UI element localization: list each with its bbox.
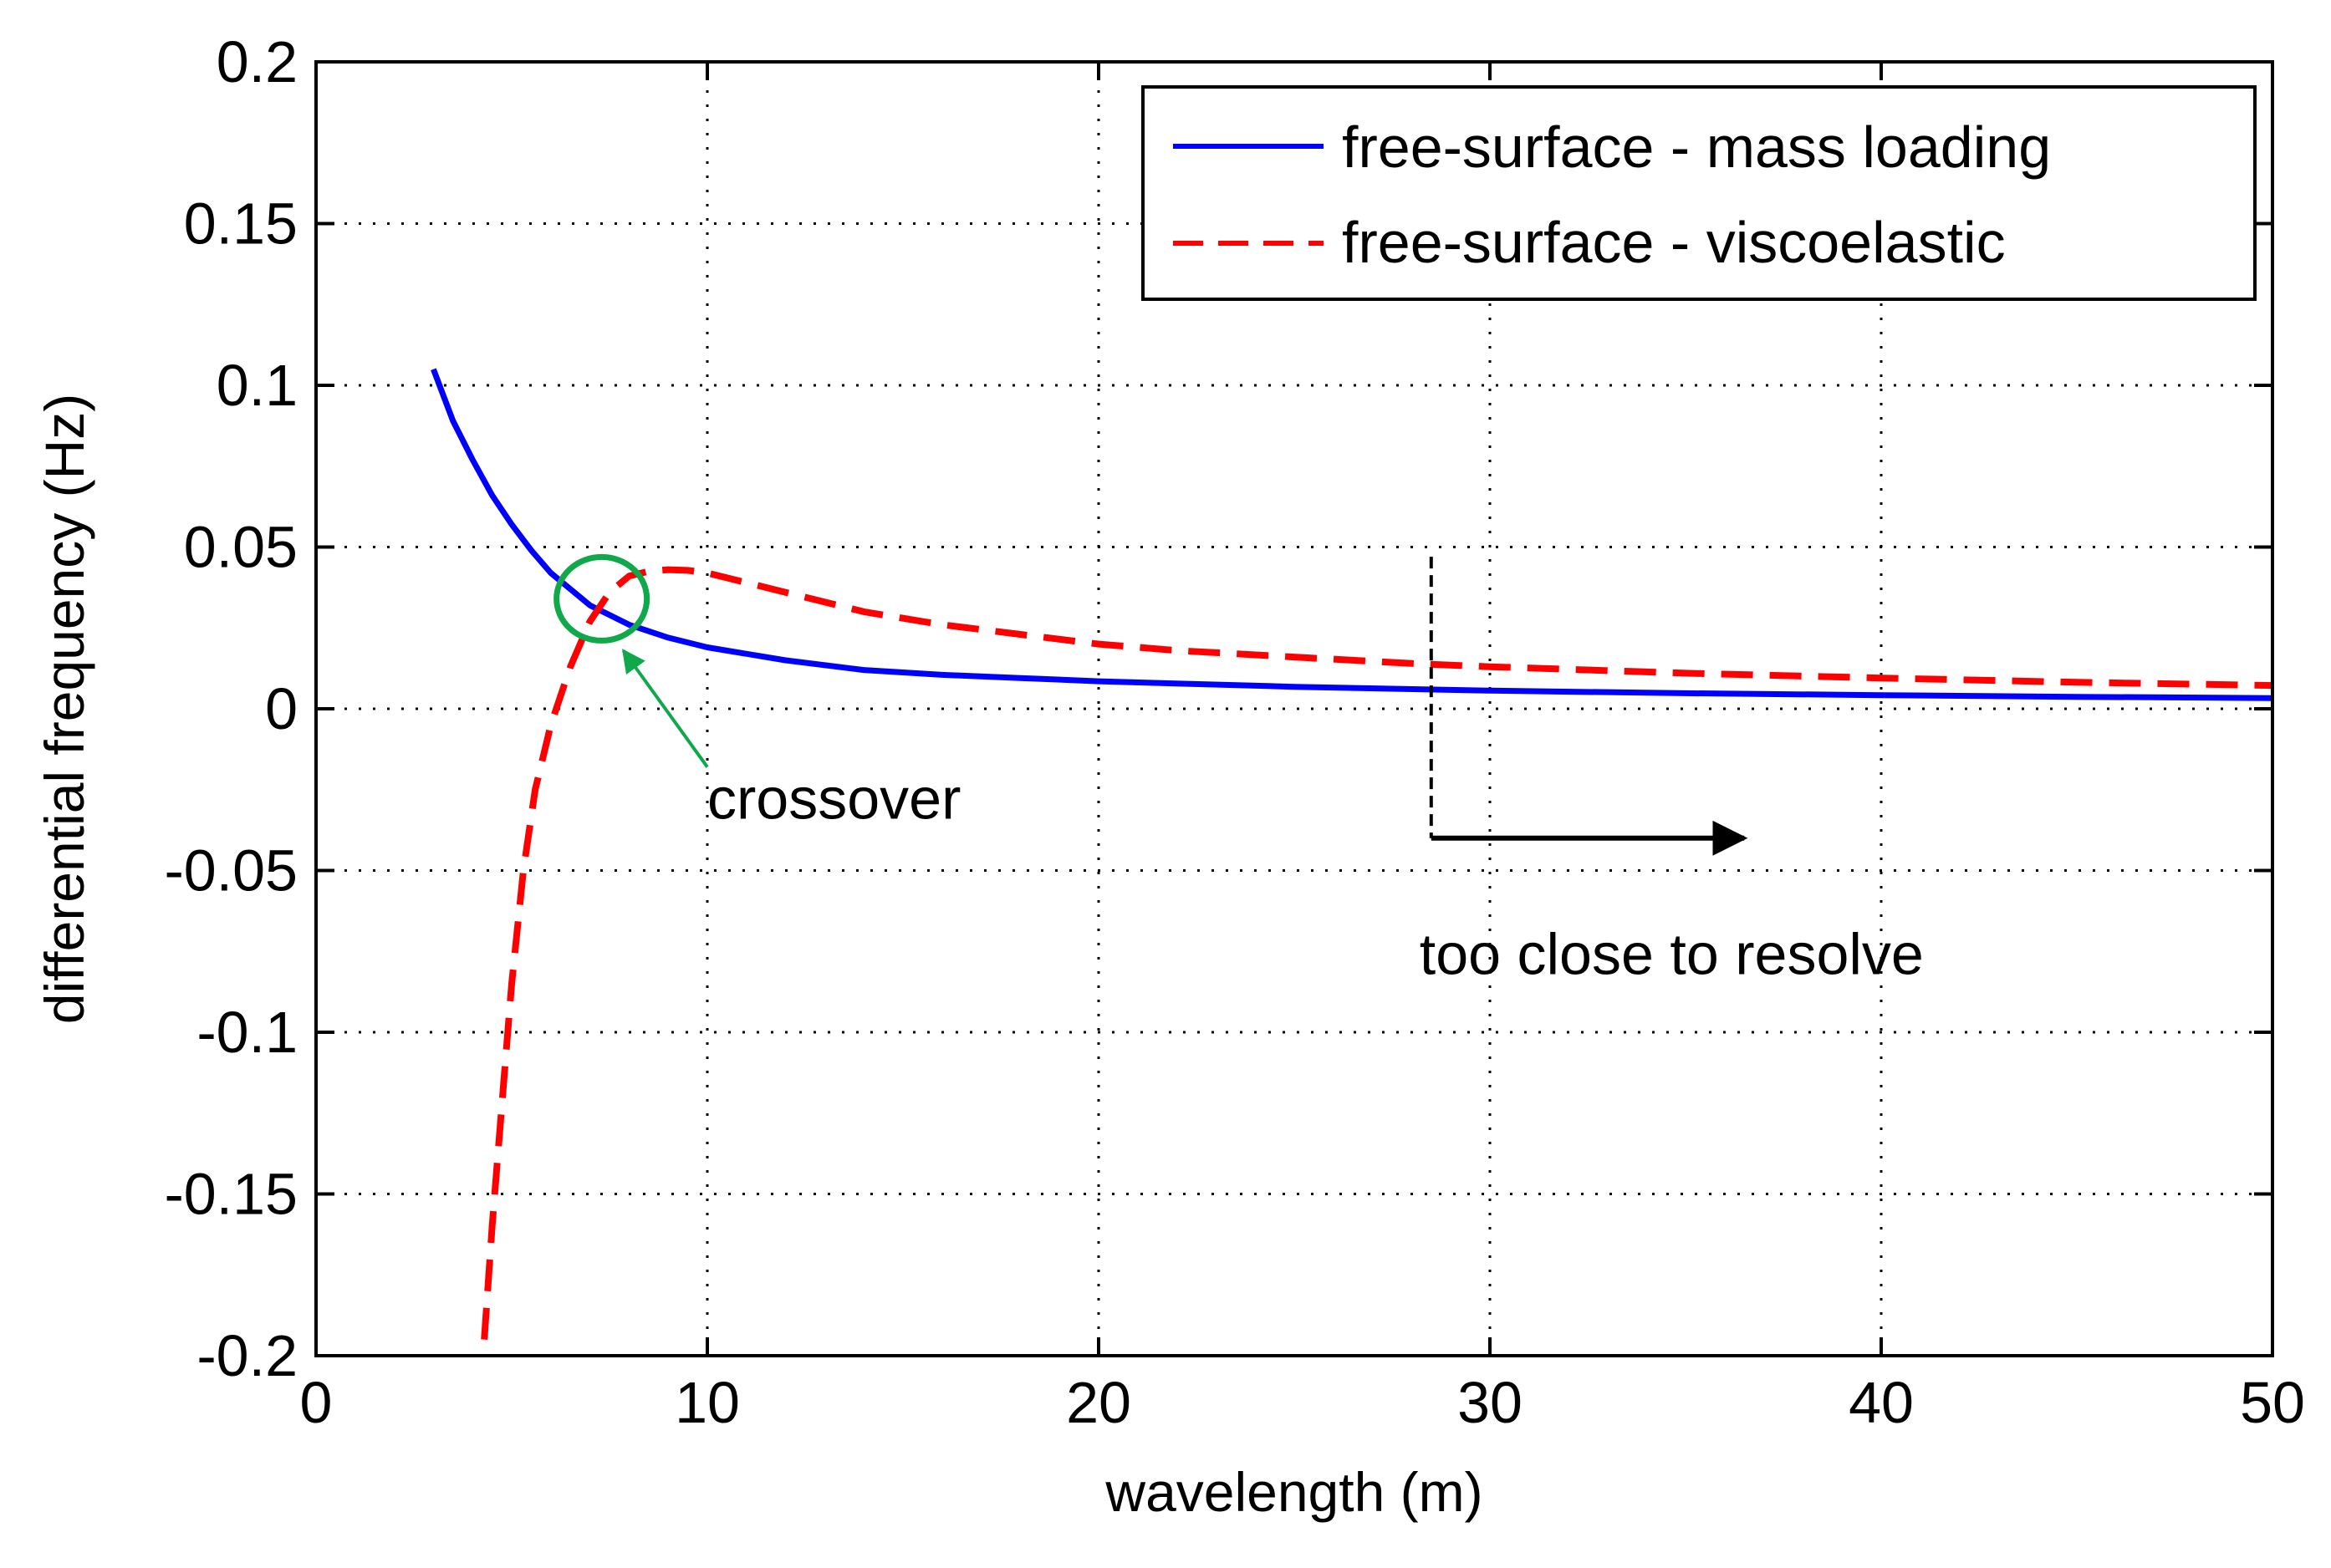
series-line-mass-loading — [431, 368, 2273, 701]
x-axis-label: wavelength (m) — [1104, 1461, 1482, 1523]
y-tick-label: -0.15 — [164, 1162, 298, 1227]
x-tick-label: 40 — [1849, 1370, 1914, 1435]
legend-box — [1141, 85, 2257, 301]
y-tick-label: 0.05 — [184, 515, 298, 580]
x-tick-label: 30 — [1457, 1370, 1523, 1435]
x-tick-label: 50 — [2240, 1370, 2305, 1435]
legend: free-surface - mass loading free-surface… — [1141, 85, 2257, 301]
x-tick-label: 0 — [300, 1370, 333, 1435]
series-line-viscoelastic — [481, 566, 2273, 1340]
annotations: crossover too close to resolve — [553, 553, 1924, 986]
x-tick-label: 10 — [675, 1370, 740, 1435]
y-tick-label: -0.2 — [196, 1323, 298, 1388]
y-tick-label: 0 — [265, 676, 298, 741]
ticks: 0 10 20 30 40 50 -0.2 -0.15 -0.1 -0.05 0 0.05 0.1 0.1… — [164, 29, 2305, 1435]
y-tick-label: -0.05 — [164, 838, 298, 904]
legend-label-viscoelastic: free-surface - viscoelastic — [1342, 210, 2006, 275]
y-axis-label: differential frequency (Hz) — [33, 394, 95, 1024]
y-tick-label: 0.15 — [184, 191, 298, 257]
crossover-label: crossover — [707, 766, 961, 832]
legend-label-mass-loading: free-surface - mass loading — [1342, 115, 2051, 180]
series-layer — [431, 368, 2273, 1340]
y-tick-label: 0.2 — [217, 29, 298, 94]
y-tick-label: -0.1 — [196, 1000, 298, 1065]
y-tick-label: 0.1 — [217, 353, 298, 418]
resolve-label: too close to resolve — [1420, 921, 1924, 986]
crossover-circle — [553, 553, 650, 644]
x-tick-label: 20 — [1066, 1370, 1131, 1435]
crossover-pointer-arrow — [622, 649, 709, 768]
